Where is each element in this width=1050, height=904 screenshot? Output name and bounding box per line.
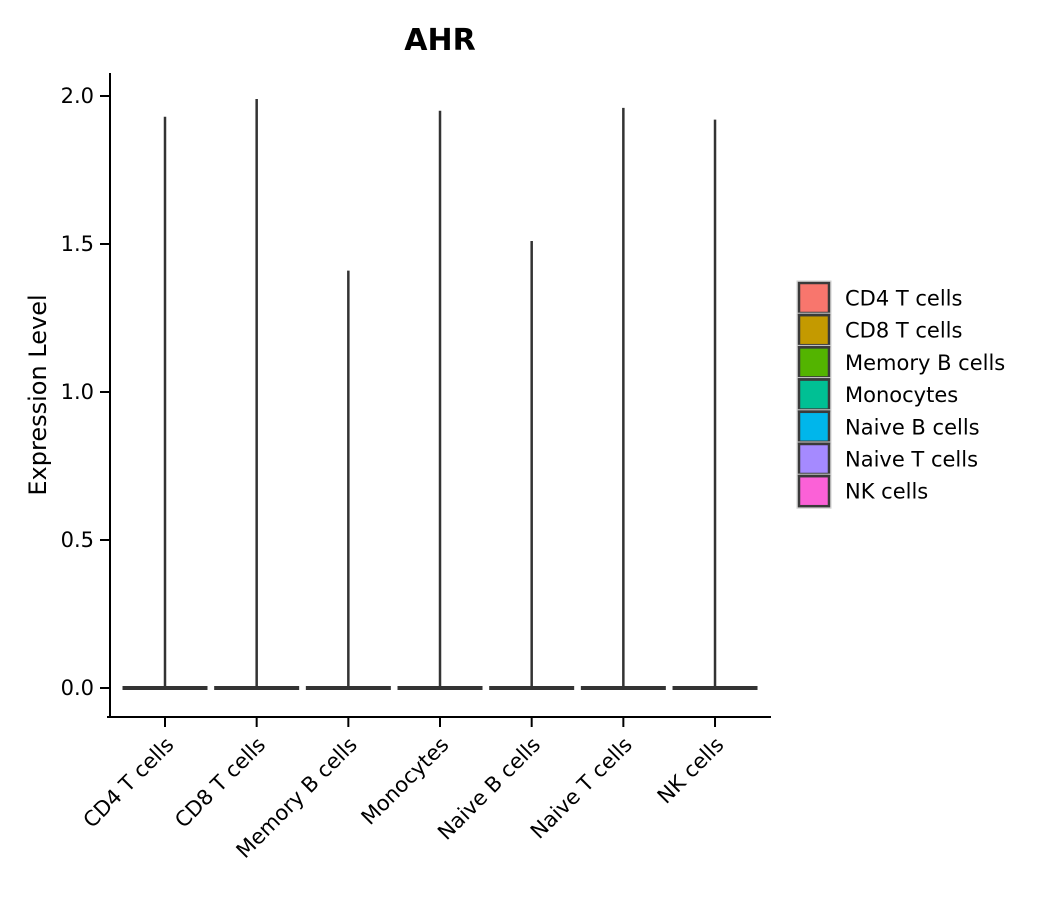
legend-item-naive-b-cells: Naive B cells — [796, 409, 980, 445]
y-axis-label: Expression Level — [24, 294, 52, 495]
legend-item-nk-cells: NK cells — [796, 473, 928, 509]
violins-group — [122, 98, 758, 690]
x-tick-label-nk-cells: NK cells — [653, 733, 729, 809]
legend-swatch-naive-b-cells — [797, 410, 831, 444]
legend-swatch-cd8-t-cells — [797, 313, 831, 347]
violin-nk-cells — [672, 119, 758, 690]
legend-item-cd8-t-cells: CD8 T cells — [796, 312, 962, 348]
violin-cd4-t-cells — [122, 116, 208, 690]
y-tick-label: 2.0 — [61, 84, 94, 108]
legend-swatch-cd4-t-cells — [797, 281, 831, 315]
legend-swatch-naive-t-cells — [797, 442, 831, 476]
legend-label-cd8-t-cells: CD8 T cells — [845, 319, 962, 343]
y-tick-label: 1.5 — [61, 232, 94, 256]
y-axis: 0.0 0.5 1.0 1.5 2.0 — [61, 73, 111, 718]
violin-naive-b-cells — [489, 241, 575, 690]
legend-label-cd4-t-cells: CD4 T cells — [845, 287, 962, 311]
x-tick-label-cd8-t-cells: CD8 T cells — [170, 733, 270, 833]
legend: CD4 T cells CD8 T cells Memory B cells Mono… — [796, 280, 1005, 509]
violin-memory-b-cells — [305, 270, 391, 690]
legend-item-monocytes: Monocytes — [796, 377, 958, 413]
legend-label-naive-b-cells: Naive B cells — [845, 415, 980, 439]
legend-swatch-nk-cells — [797, 474, 831, 508]
legend-item-naive-t-cells: Naive T cells — [796, 441, 978, 477]
legend-label-nk-cells: NK cells — [845, 480, 928, 504]
x-tick-label-cd4-t-cells: CD4 T cells — [79, 733, 179, 833]
legend-label-monocytes: Monocytes — [845, 383, 958, 407]
y-tick-label: 0.0 — [61, 676, 94, 700]
violin-naive-t-cells — [580, 107, 666, 690]
violin-monocytes — [397, 110, 483, 690]
y-tick-label: 1.0 — [61, 380, 94, 404]
legend-label-memory-b-cells: Memory B cells — [845, 351, 1005, 375]
legend-swatch-monocytes — [797, 378, 831, 411]
legend-item-cd4-t-cells: CD4 T cells — [796, 280, 962, 316]
x-tick-label-monocytes: Monocytes — [357, 733, 454, 830]
y-tick-label: 0.5 — [61, 528, 94, 552]
legend-key-frame — [796, 473, 832, 509]
legend-label-naive-t-cells: Naive T cells — [845, 448, 978, 472]
plot-title: AHR — [404, 23, 475, 58]
legend-item-memory-b-cells: Memory B cells — [796, 344, 1005, 380]
violin-cd8-t-cells — [214, 98, 300, 690]
legend-swatch-memory-b-cells — [797, 346, 831, 379]
